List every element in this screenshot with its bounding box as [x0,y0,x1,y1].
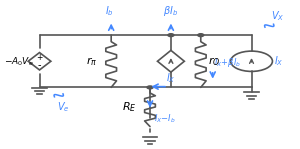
Text: $V_e$: $V_e$ [57,100,70,114]
Text: $r_O$: $r_O$ [208,55,220,68]
Text: $I_X$: $I_X$ [274,54,284,68]
Circle shape [147,86,153,89]
Text: -: - [38,60,41,70]
Text: $I_X$: $I_X$ [167,71,176,85]
Text: $I_b$: $I_b$ [105,4,114,18]
Circle shape [168,34,174,37]
Text: $-A_0V_e$: $-A_0V_e$ [4,55,33,67]
Text: $\beta I_b$: $\beta I_b$ [164,4,178,18]
Text: $V_X$: $V_X$ [271,9,284,23]
Text: +: + [36,53,43,62]
Text: $I_X$$+$$\beta I_b$: $I_X$$+$$\beta I_b$ [214,56,241,69]
Text: $R_E$: $R_E$ [122,100,136,114]
Text: $r_\pi$: $r_\pi$ [86,55,98,68]
Circle shape [198,34,204,37]
Text: $I_X$$-$$I_b$: $I_X$$-$$I_b$ [154,112,176,125]
